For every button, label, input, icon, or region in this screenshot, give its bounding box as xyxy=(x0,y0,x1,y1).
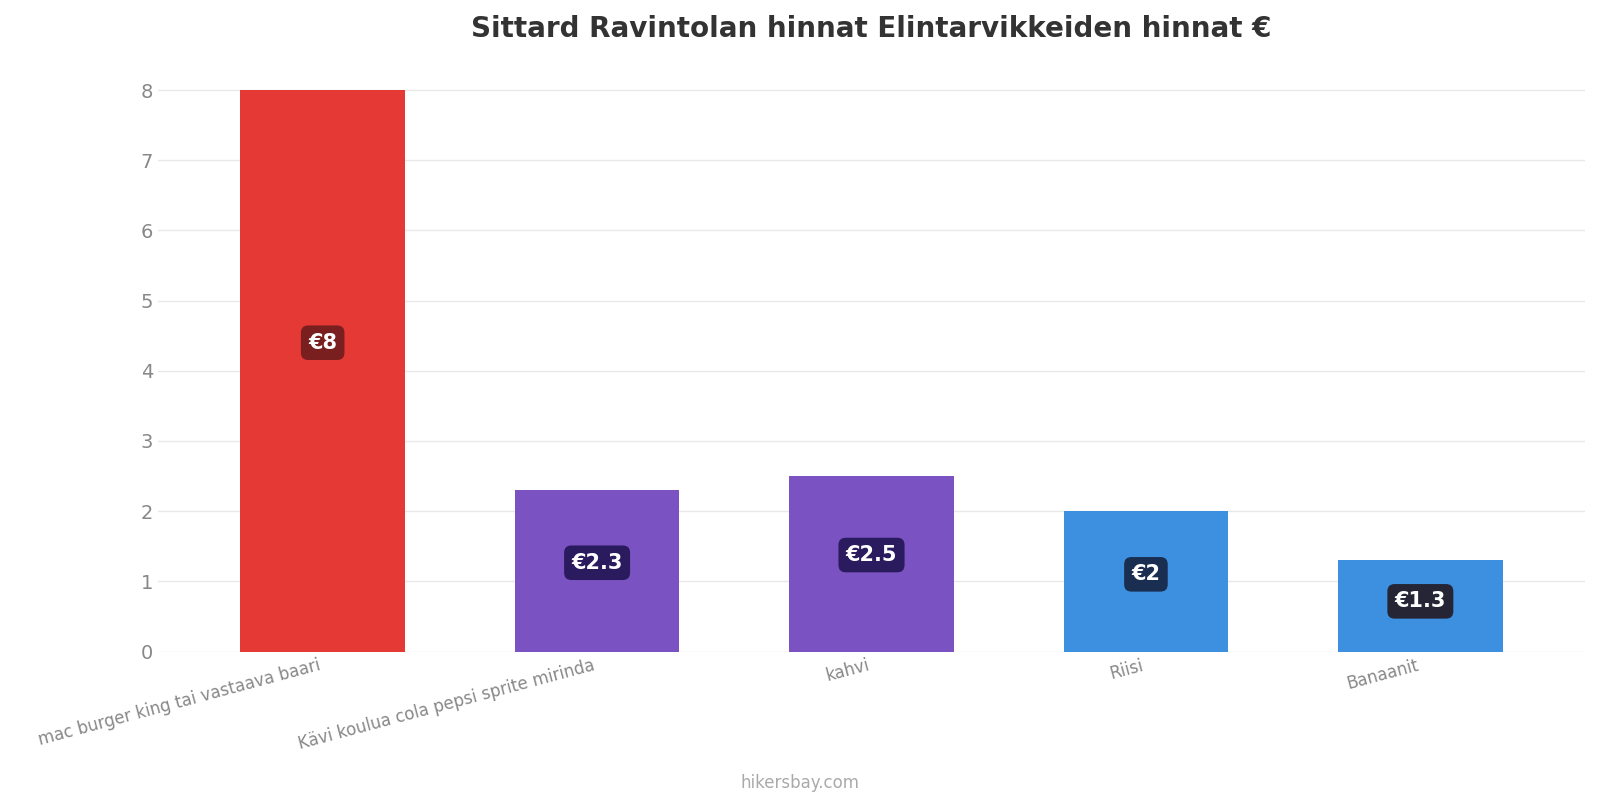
Text: €1.3: €1.3 xyxy=(1395,591,1446,611)
Text: €8: €8 xyxy=(309,333,338,353)
Text: hikersbay.com: hikersbay.com xyxy=(741,774,859,792)
Text: €2: €2 xyxy=(1131,564,1160,584)
Bar xyxy=(240,90,405,651)
Bar xyxy=(1338,560,1502,651)
Text: €2.3: €2.3 xyxy=(571,553,622,573)
Bar xyxy=(515,490,680,651)
Bar xyxy=(1064,511,1229,651)
Text: €2.5: €2.5 xyxy=(846,545,898,565)
Bar xyxy=(789,476,954,651)
Title: Sittard Ravintolan hinnat Elintarvikkeiden hinnat €: Sittard Ravintolan hinnat Elintarvikkeid… xyxy=(472,15,1272,43)
